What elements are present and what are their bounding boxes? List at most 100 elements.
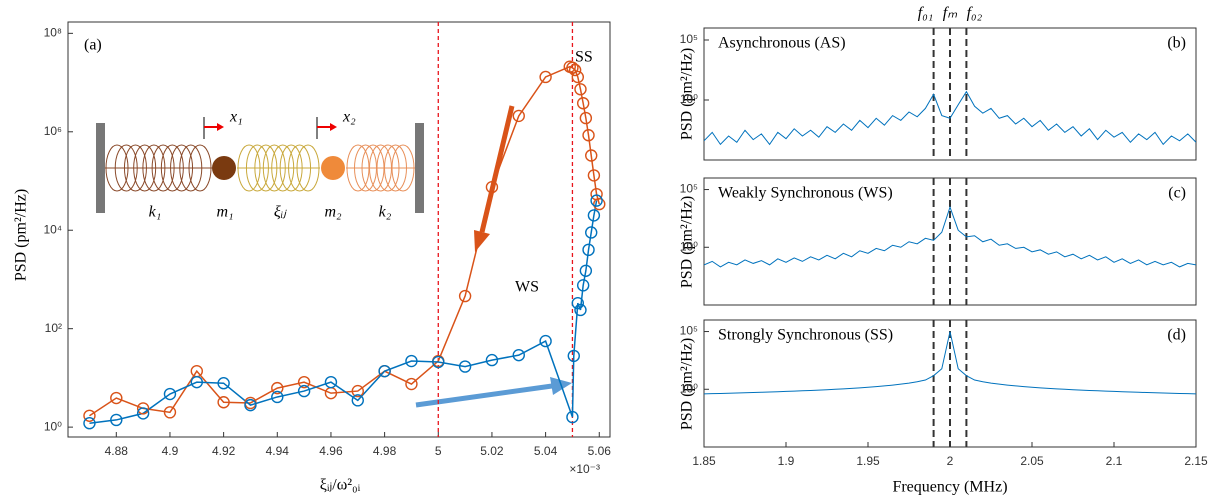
data-point [458, 360, 472, 373]
oscillator-inset [96, 117, 424, 213]
data-point [587, 209, 601, 222]
reference-label: f₀₁ [918, 5, 934, 22]
reference-label: fₘ [943, 5, 957, 22]
data-point [297, 384, 311, 398]
spring-coil [279, 144, 303, 192]
spring-coil [254, 144, 278, 192]
spring-coil [151, 144, 175, 192]
spring-coil [271, 144, 295, 192]
y-tick-label: 10⁵ [680, 182, 698, 196]
data-point [324, 375, 338, 389]
plot-frame [67, 21, 611, 438]
data-point [568, 63, 582, 77]
spring-coil [142, 144, 166, 192]
spring-coil [123, 144, 147, 192]
wall [415, 123, 424, 213]
panel-title: Asynchronous (AS) [718, 35, 846, 52]
plot-area [704, 320, 1196, 447]
x-tick-label: 4.92 [212, 444, 236, 458]
wall [96, 123, 105, 213]
x-tick-label: 4.98 [373, 444, 397, 458]
annotation: SS [575, 49, 593, 66]
y-tick-label: 10⁰ [680, 239, 698, 253]
spring-coil [376, 144, 400, 192]
data-point [566, 410, 579, 424]
plot-area [704, 28, 1196, 160]
x-tick-label: 5 [435, 444, 442, 458]
x-axis-label: ξᵢⱼ/ω²₀ᵢ [320, 477, 361, 494]
x-tick-label: 4.88 [105, 444, 129, 458]
reference-label: f₀₂ [967, 5, 983, 22]
x-tick-label: 2 [947, 454, 954, 468]
data-point [136, 407, 150, 420]
data-point [585, 226, 598, 239]
data-point [136, 402, 150, 415]
y-tick-label: 10⁸ [44, 26, 62, 40]
spring-coil [105, 144, 129, 192]
spring-coil [170, 144, 194, 192]
series-line [704, 205, 1196, 268]
data-point [512, 348, 525, 362]
data-point [458, 289, 472, 303]
spring-coil [296, 144, 320, 192]
series-line [89, 65, 600, 417]
x-tick-label: 4.94 [266, 444, 290, 458]
data-point [244, 398, 257, 412]
data-point [582, 243, 595, 257]
x-tick-label: 1.95 [856, 454, 880, 468]
inset-label: ξᵢⱼ [274, 204, 287, 221]
data-point [512, 109, 525, 123]
data-point [432, 355, 445, 369]
mass [212, 156, 236, 180]
inset-label: m₁ [216, 204, 233, 221]
data-point [297, 375, 311, 389]
y-tick-label: 10⁰ [680, 381, 698, 395]
y-tick-label: 10⁵ [680, 324, 698, 338]
panel-label: (d) [1167, 327, 1186, 344]
data-point [582, 129, 595, 142]
x-tick-label: 2.15 [1184, 454, 1208, 468]
inset-label: x₁ [229, 109, 243, 126]
x-tick-label: 5.02 [480, 444, 504, 458]
data-point [163, 387, 177, 401]
y-tick-label: 10⁶ [44, 124, 62, 138]
data-point [83, 409, 96, 422]
data-point [190, 375, 203, 389]
y-axis-label: PSD (pm²/Hz) [679, 338, 696, 430]
data-point [351, 384, 364, 398]
inset-label: k₂ [379, 204, 392, 221]
data-point [271, 390, 284, 404]
data-point [110, 413, 123, 427]
spring-coil [391, 144, 415, 192]
y-axis-label: PSD (pm²/Hz) [13, 189, 30, 281]
series-line [704, 90, 1196, 146]
data-point [579, 264, 593, 277]
x-tick-label: 1.9 [778, 454, 795, 468]
panel-label: (c) [1168, 185, 1186, 202]
y-axis-label: PSD (pm²/Hz) [679, 196, 696, 288]
data-point [539, 70, 552, 84]
spring-coil [133, 144, 157, 192]
x-tick-label: 5.06 [588, 444, 612, 458]
x-tick-label: 1.85 [692, 454, 716, 468]
data-point [351, 394, 364, 407]
plot-area [89, 22, 600, 437]
y-axis-label: PSD (pm²/Hz) [679, 48, 696, 140]
data-point [576, 97, 590, 110]
data-point [378, 364, 391, 378]
data-point [217, 377, 230, 390]
spring-coil [179, 144, 203, 192]
spring-coil [237, 144, 261, 192]
data-point [571, 70, 585, 84]
data-point [585, 149, 598, 162]
series-line [704, 331, 1196, 395]
spring-coil [262, 144, 286, 192]
panel-title: Strongly Synchronous (SS) [718, 327, 893, 344]
y-tick-label: 10⁵ [680, 32, 698, 46]
data-point [571, 296, 585, 310]
data-point [217, 396, 230, 409]
data-point [485, 180, 499, 194]
data-point [587, 169, 601, 182]
data-point [590, 194, 603, 207]
